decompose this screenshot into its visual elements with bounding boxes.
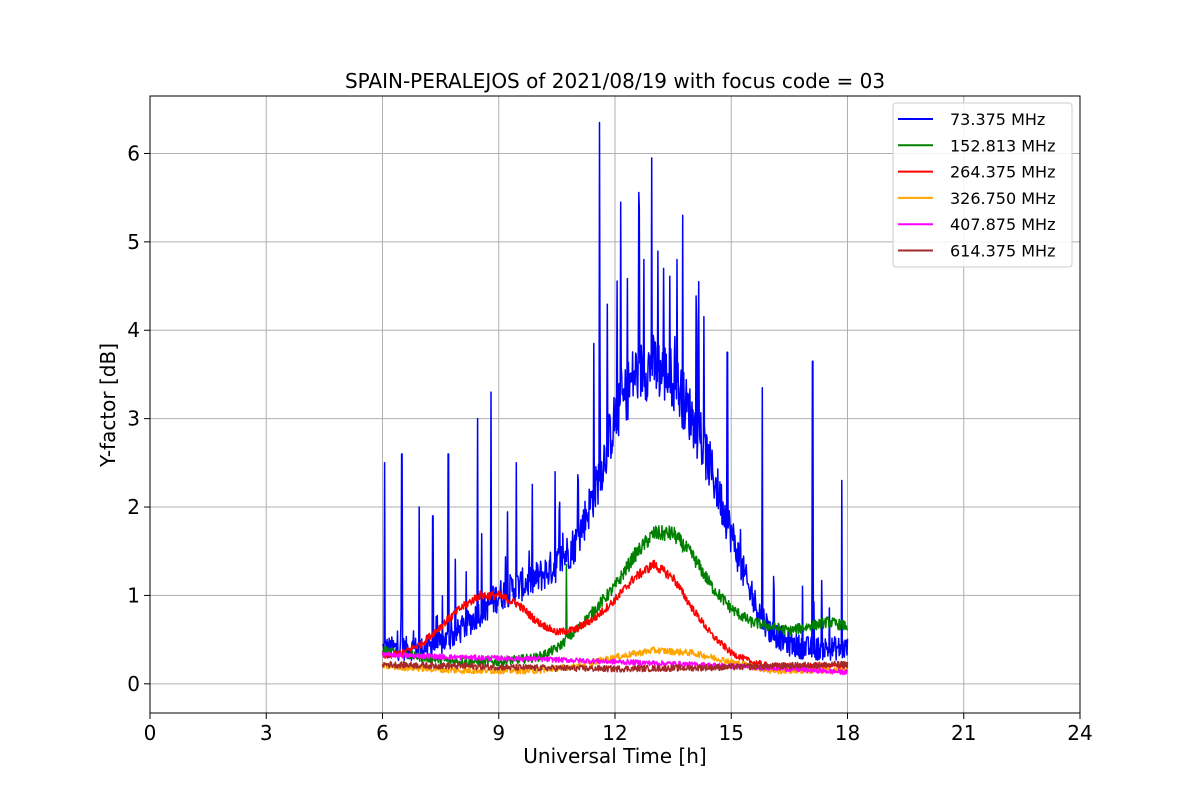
x-tick-label: 21 (951, 721, 976, 745)
legend-item: 614.375 MHz (898, 242, 1055, 261)
y-tick-label: 2 (127, 495, 140, 519)
legend-item: 73.375 MHz (898, 110, 1045, 129)
y-tick-label: 4 (127, 318, 140, 342)
series-line-1 (381, 121, 849, 662)
legend-item: 407.875 MHz (898, 215, 1055, 234)
legend-item: 264.375 MHz (898, 163, 1055, 182)
x-tick-label: 12 (602, 721, 627, 745)
x-tick-label: 9 (492, 721, 505, 745)
legend-label: 73.375 MHz (950, 110, 1045, 129)
legend-label: 407.875 MHz (950, 215, 1055, 234)
chart-title: SPAIN-PERALEJOS of 2021/08/19 with focus… (345, 69, 885, 93)
series-line-6 (381, 660, 849, 673)
legend-item: 326.750 MHz (898, 189, 1055, 208)
y-axis-label: Y-factor [dB] (96, 343, 120, 468)
x-tick-label: 18 (835, 721, 860, 745)
legend-label: 264.375 MHz (950, 163, 1055, 182)
x-tick-label: 6 (376, 721, 389, 745)
series-line-5 (381, 651, 849, 676)
series-layer (381, 121, 849, 676)
x-tick-label: 24 (1067, 721, 1092, 745)
x-tick-label: 15 (719, 721, 744, 745)
legend-label: 152.813 MHz (950, 136, 1055, 155)
y-tick-label: 6 (127, 141, 140, 165)
series-line-2 (381, 524, 848, 667)
y-axis-ticks: 0 1 2 3 4 5 6 (127, 141, 150, 696)
x-axis-label: Universal Time [h] (523, 744, 706, 768)
legend-label: 326.750 MHz (950, 189, 1055, 208)
y-tick-label: 0 (127, 672, 140, 696)
y-tick-label: 3 (127, 407, 140, 431)
x-axis-ticks: 0 3 6 9 12 15 18 21 24 (144, 713, 1093, 745)
legend-box (892, 102, 1073, 268)
legend-label: 614.375 MHz (950, 242, 1055, 261)
legend-item: 152.813 MHz (898, 136, 1055, 155)
y-tick-label: 1 (127, 583, 140, 607)
x-tick-label: 0 (144, 721, 157, 745)
legend: 73.375 MHz 152.813 MHz 264.375 MHz 326.750 … (892, 102, 1073, 268)
x-tick-label: 3 (260, 721, 273, 745)
y-tick-label: 5 (127, 230, 140, 254)
